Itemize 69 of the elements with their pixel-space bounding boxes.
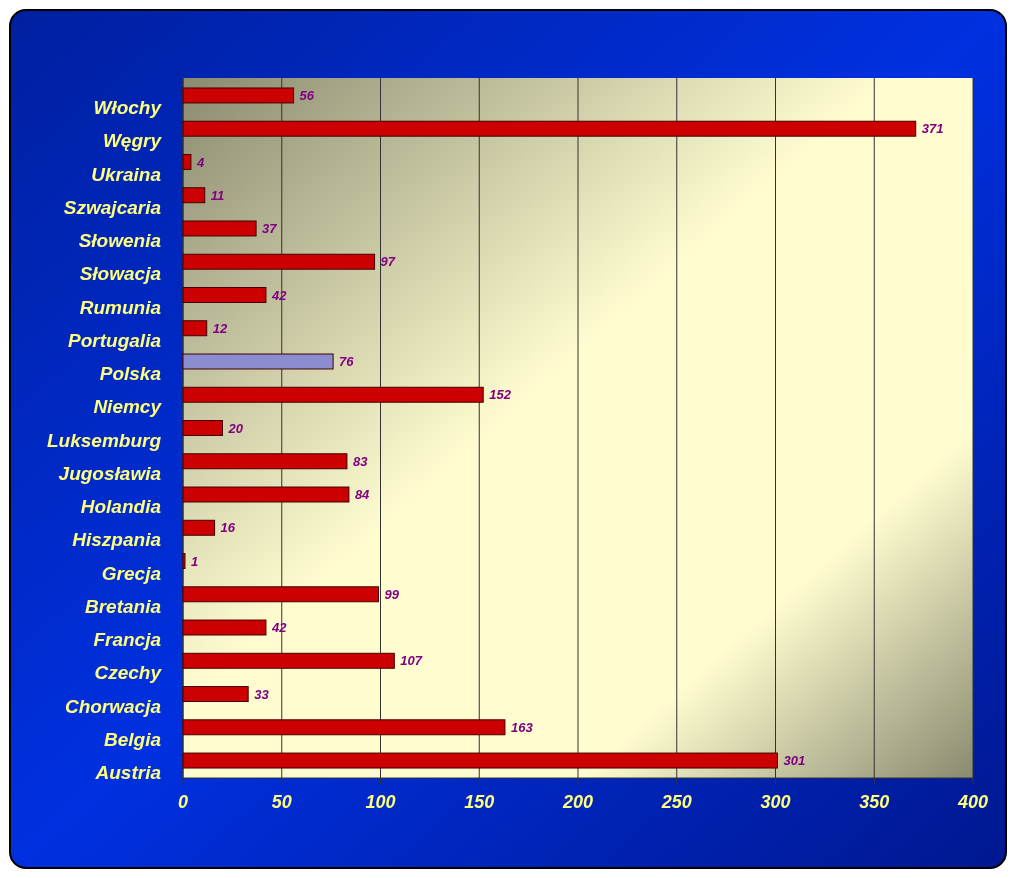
bar	[182, 519, 216, 536]
data-label: 99	[384, 586, 400, 602]
data-label: 11	[210, 187, 225, 203]
data-label: 12	[212, 320, 228, 336]
data-label: 83	[352, 453, 369, 469]
y-tick-label: Czechy	[94, 662, 163, 684]
data-label: 1	[190, 553, 199, 569]
y-tick-label: Jugosławia	[58, 462, 162, 484]
bar	[182, 87, 295, 104]
bar	[182, 453, 348, 470]
y-tick-label: Francja	[93, 629, 162, 651]
bar	[182, 586, 380, 603]
x-tick-label: 350	[859, 792, 890, 812]
data-label: 4	[195, 154, 205, 170]
data-label: 97	[380, 254, 396, 270]
x-tick-label: 300	[760, 792, 791, 812]
bar	[182, 353, 334, 370]
bar	[182, 287, 267, 303]
x-tick-label: 100	[365, 792, 396, 812]
data-label: 76	[339, 354, 355, 370]
x-tick-label: 400	[956, 792, 989, 812]
y-tick-label: Niemcy	[93, 396, 163, 418]
x-tick-label: 200	[561, 792, 594, 812]
x-tick-label: 0	[177, 792, 189, 812]
bar	[182, 719, 506, 736]
bar	[182, 120, 917, 137]
data-label: 107	[400, 653, 423, 669]
y-tick-label: Ukraina	[91, 163, 162, 185]
bar	[182, 386, 484, 403]
y-tick-label: Luksemburg	[46, 429, 162, 451]
bar	[182, 187, 206, 204]
y-tick-label: Hiszpania	[72, 529, 162, 551]
data-label: 152	[489, 387, 512, 403]
y-tick-label: Włochy	[93, 97, 163, 119]
x-tick-label: 250	[660, 792, 692, 812]
y-tick-label: Grecja	[101, 562, 162, 584]
y-tick-label: Portugalia	[68, 329, 162, 351]
data-label: 163	[510, 719, 534, 735]
y-tick-label: Polska	[99, 363, 162, 385]
bar	[182, 686, 249, 703]
bar	[182, 619, 267, 636]
data-label: 37	[262, 221, 278, 237]
y-tick-label: Austria	[94, 762, 162, 784]
bar	[182, 486, 350, 503]
bar	[182, 253, 376, 270]
y-tick-label: Chorwacja	[64, 695, 162, 717]
data-label: 301	[783, 753, 806, 769]
y-tick-label: Holandia	[80, 496, 162, 518]
data-label: 371	[921, 121, 944, 137]
data-label: 84	[354, 487, 371, 503]
y-tick-label: Słowacja	[79, 263, 162, 285]
bar	[182, 420, 223, 436]
bar	[182, 652, 395, 669]
bar	[182, 752, 778, 769]
y-tick-label: Rumunia	[79, 296, 162, 318]
x-tick-label: 50	[271, 792, 292, 812]
bar	[182, 153, 192, 170]
data-label: 16	[220, 520, 236, 536]
data-label: 20	[227, 420, 244, 436]
bar	[182, 220, 257, 237]
data-label: 33	[254, 686, 270, 702]
x-tick-label: 150	[464, 792, 495, 812]
y-tick-label: Szwajcaria	[63, 196, 162, 218]
y-tick-label: Węgry	[102, 130, 163, 152]
y-tick-label: Słowenia	[78, 230, 162, 252]
y-tick-label: Bretania	[84, 595, 162, 617]
bar	[182, 320, 208, 337]
y-tick-label: Belgia	[103, 728, 162, 750]
data-label: 56	[299, 88, 315, 104]
